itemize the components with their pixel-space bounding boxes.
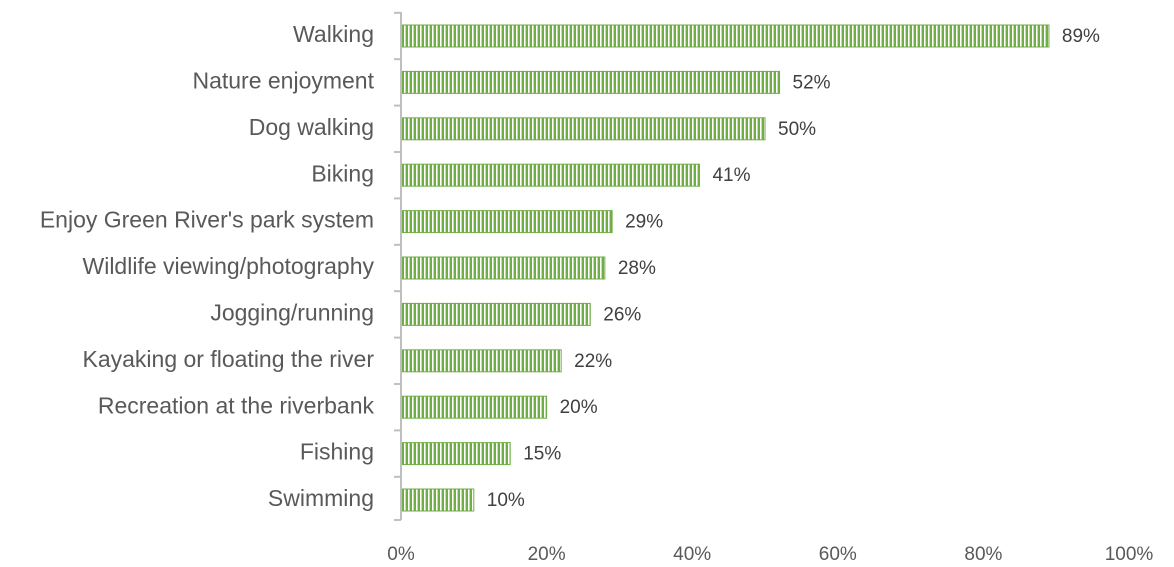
category-label: Nature enjoyment bbox=[192, 67, 374, 93]
bar-5 bbox=[401, 256, 606, 280]
x-tick-label: 40% bbox=[673, 544, 711, 565]
data-label: 28% bbox=[618, 258, 656, 279]
data-label: 10% bbox=[487, 490, 525, 511]
data-label: 89% bbox=[1062, 26, 1100, 47]
bar-6 bbox=[401, 302, 591, 326]
x-tick-label: 0% bbox=[387, 544, 415, 565]
category-label: Recreation at the riverbank bbox=[98, 392, 375, 418]
data-label: 15% bbox=[523, 444, 561, 465]
data-label: 52% bbox=[793, 72, 831, 93]
category-label: Wildlife viewing/photography bbox=[83, 253, 375, 279]
category-label: Fishing bbox=[300, 439, 374, 465]
category-label: Dog walking bbox=[249, 114, 374, 140]
bars-layer bbox=[401, 24, 1050, 512]
x-tick-label: 20% bbox=[528, 544, 566, 565]
bar-10 bbox=[401, 488, 475, 512]
axis-layer: 0% 20% 40% 60% 80% 100% bbox=[387, 11, 1154, 565]
bar-2 bbox=[401, 117, 766, 141]
category-label: Jogging/running bbox=[210, 299, 374, 325]
bar-8 bbox=[401, 395, 548, 419]
bar-1 bbox=[401, 70, 781, 94]
data-label: 41% bbox=[712, 165, 750, 186]
x-tick-label: 60% bbox=[819, 544, 857, 565]
bar-7 bbox=[401, 349, 562, 373]
data-label: 20% bbox=[560, 397, 598, 418]
bar-4 bbox=[401, 210, 613, 234]
category-label: Walking bbox=[293, 21, 374, 47]
category-label: Biking bbox=[311, 160, 374, 186]
bar-9 bbox=[401, 442, 511, 466]
category-labels-layer: Walking Nature enjoyment Dog walking Biking… bbox=[40, 21, 375, 511]
data-label: 29% bbox=[625, 212, 663, 233]
data-labels-layer: 89% 52% 50% 41% 29% 28% 26% 22% 20% 15% 10% bbox=[487, 26, 1100, 511]
category-label: Enjoy Green River's park system bbox=[40, 207, 374, 233]
data-label: 50% bbox=[778, 119, 816, 140]
category-label: Swimming bbox=[268, 485, 374, 511]
data-label: 22% bbox=[574, 351, 612, 372]
data-label: 26% bbox=[603, 304, 641, 325]
bar-0 bbox=[401, 24, 1050, 48]
category-label: Kayaking or floating the river bbox=[83, 346, 375, 372]
x-tick-label: 80% bbox=[964, 544, 1002, 565]
x-tick-label: 100% bbox=[1105, 544, 1154, 565]
bar-3 bbox=[401, 163, 700, 187]
